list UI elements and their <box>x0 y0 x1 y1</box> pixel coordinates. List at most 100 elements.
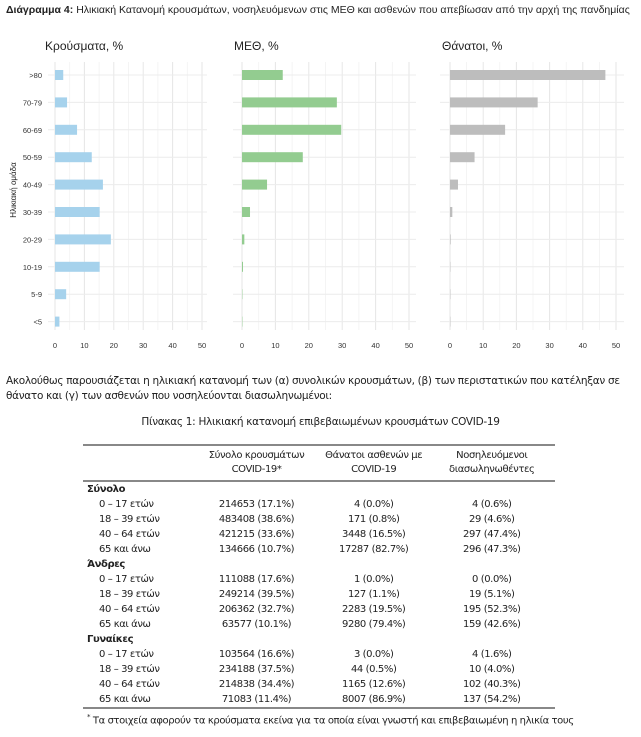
x-tick-label: 50 <box>612 341 620 350</box>
figure-label: Διάγραμμα 4: <box>6 4 74 16</box>
bar <box>450 97 538 108</box>
x-tick-label: 20 <box>110 341 118 350</box>
footnote-text: Τα στοιχεία αφορούν τα κρούσματα εκείνα … <box>92 715 574 727</box>
total-cases-cell: 483408 (38.6%) <box>218 514 295 525</box>
deaths-cell: 3448 (16.5%) <box>342 529 406 540</box>
table-row: 18 – 39 ετών 234188 (37.5%) 44 (0.5%) 10 (4… <box>83 662 555 677</box>
table-row: 40 – 64 ετών 421215 (33.6%) 3448 (16.5%) 29… <box>83 527 555 542</box>
age-group-cell: 0 – 17 ετών <box>99 574 154 585</box>
table-title: Πίνακας 1: Ηλικιακή κατανομή επιβεβαιωμέ… <box>141 416 500 428</box>
x-tick-label: 0 <box>53 341 57 350</box>
total-cases-cell: 63577 (10.1%) <box>221 619 292 630</box>
table-row: 65 και άνω 134666 (10.7%) 17287 (82.7%) 296… <box>83 542 555 557</box>
deaths-cell: 9280 (79.4%) <box>342 619 406 630</box>
y-tick-label: 40-49 <box>23 181 42 190</box>
bar <box>450 207 453 217</box>
bar <box>450 70 606 80</box>
x-tick-label: 30 <box>338 341 346 350</box>
bar <box>55 289 67 300</box>
bar <box>55 207 100 217</box>
intubated-cell: 0 (0.0%) <box>471 574 512 585</box>
age-group-cell: 0 – 17 ετών <box>99 499 154 510</box>
y-tick-label: <5 <box>33 318 42 327</box>
y-tick-label: 20-29 <box>23 235 42 244</box>
group-label: Σύνολο <box>87 484 126 495</box>
bar <box>55 261 100 272</box>
intubated-cell: 29 (4.6%) <box>469 514 515 525</box>
group-label: Γυναίκες <box>87 634 134 645</box>
total-cases-cell: 134666 (10.7%) <box>218 544 295 555</box>
header-intubated: Νοσηλευόμενοι διασωληνωθέντες <box>428 444 555 482</box>
intubated-cell: 4 (1.6%) <box>471 649 512 660</box>
x-tick-label: 50 <box>405 341 413 350</box>
x-tick-label: 40 <box>168 341 176 350</box>
age-group-cell: 65 και άνω <box>99 619 151 630</box>
bar <box>242 234 245 245</box>
header-total-cases: Σύνολο κρουσμάτων COVID-19* <box>194 444 319 482</box>
bar <box>55 124 78 135</box>
intubated-cell: 4 (0.6%) <box>471 499 512 510</box>
y-tick-label: 50-59 <box>23 153 42 162</box>
total-cases-cell: 214838 (34.4%) <box>218 679 295 690</box>
bar <box>55 152 92 163</box>
intubated-cell: 137 (54.2%) <box>428 692 555 709</box>
bar <box>242 152 303 163</box>
deaths-cell: 3 (0.0%) <box>353 649 394 660</box>
total-cases-cell: 103564 (16.6%) <box>218 649 295 660</box>
total-cases-cell: 206362 (32.7%) <box>218 604 295 615</box>
table-row: 0 – 17 ετών 103564 (16.6%) 3 (0.0%) 4 (1.6%… <box>83 647 555 662</box>
y-tick-label: 70-79 <box>23 98 42 107</box>
bar <box>450 179 458 190</box>
table-group-row: Άνδρες <box>83 557 555 572</box>
total-cases-cell: 421215 (33.6%) <box>218 529 295 540</box>
bar <box>450 152 475 163</box>
intubated-cell: 102 (40.3%) <box>463 679 521 690</box>
x-tick-label: 30 <box>545 341 553 350</box>
intubated-cell: 159 (42.6%) <box>463 619 521 630</box>
age-group-cell: 40 – 64 ετών <box>99 679 160 690</box>
table-group-row: Σύνολο <box>83 481 555 497</box>
bar <box>242 179 268 190</box>
bar <box>55 179 103 190</box>
x-tick-label: 30 <box>139 341 147 350</box>
bar <box>242 261 244 272</box>
deaths-cell: 4 (0.0%) <box>353 499 394 510</box>
bar <box>55 97 68 108</box>
age-distribution-charts: Κρούσματα, % >80 70-79 60-69 50-59 40-49 30-39… <box>9 39 624 350</box>
x-tick-label: 10 <box>80 341 88 350</box>
intubated-cell: 296 (47.3%) <box>463 544 521 555</box>
age-group-cell: 0 – 17 ετών <box>99 649 154 660</box>
chart-title: Θάνατοι, % <box>442 39 503 53</box>
table-row: 65 και άνω 63577 (10.1%) 9280 (79.4%) 159 (… <box>83 617 555 632</box>
age-group-cell: 40 – 64 ετών <box>99 529 160 540</box>
deaths-cell: 127 (1.1%) <box>347 589 400 600</box>
x-tick-label: 10 <box>479 341 487 350</box>
chart-title: ΜΕΘ, % <box>234 39 279 53</box>
bar <box>55 234 111 245</box>
age-group-cell: 65 και άνω <box>83 692 195 709</box>
header-empty <box>83 444 195 482</box>
deaths-cell: 2283 (19.5%) <box>342 604 406 615</box>
intubated-cell: 195 (52.3%) <box>463 604 521 615</box>
age-group-cell: 18 – 39 ετών <box>99 664 160 675</box>
intro-paragraph: Ακολούθως παρουσιάζεται η ηλικιακή καταν… <box>6 375 620 402</box>
age-group-cell: 40 – 64 ετών <box>99 604 160 615</box>
x-tick-label: 0 <box>448 341 452 350</box>
y-axis-label: Ηλικιακή ομάδα <box>9 162 18 218</box>
table-row: 0 – 17 ετών 111088 (17.6%) 1 (0.0%) 0 (0.0%… <box>83 572 555 587</box>
total-cases-cell: 111088 (17.6%) <box>218 574 295 585</box>
chart-title: Κρούσματα, % <box>45 39 124 53</box>
total-cases-cell: 234188 (37.5%) <box>218 664 295 675</box>
table-row: 65 και άνω 71083 (11.4%) 8007 (86.9%) 137 (… <box>83 692 555 709</box>
y-tick-label: 10-19 <box>23 263 42 272</box>
bar <box>242 70 283 80</box>
header-deaths: Θάνατοι ασθενών με COVID-19 <box>318 444 429 482</box>
y-tick-label: >80 <box>29 71 42 80</box>
age-group-cell: 65 και άνω <box>99 544 151 555</box>
deaths-cell: 17287 (82.7%) <box>339 544 409 555</box>
x-tick-label: 50 <box>198 341 206 350</box>
table-row: 18 – 39 ετών 483408 (38.6%) 171 (0.8%) 29 (… <box>83 512 555 527</box>
x-tick-label: 40 <box>371 341 379 350</box>
bar <box>450 124 506 135</box>
table-row: 40 – 64 ετών 214838 (34.4%) 1165 (12.6%) 10… <box>83 677 555 692</box>
